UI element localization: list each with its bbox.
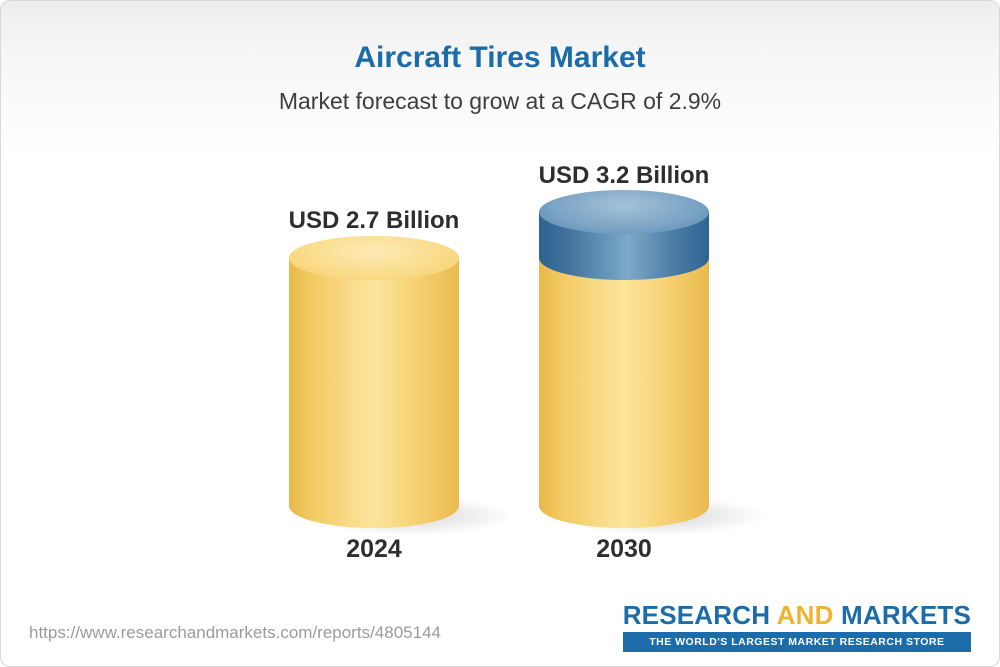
bar-2030-top-face bbox=[539, 190, 709, 234]
logo-tagline: THE WORLD'S LARGEST MARKET RESEARCH STOR… bbox=[622, 632, 971, 652]
logo-and-text: AND bbox=[776, 600, 834, 630]
report-url: https://www.researchandmarkets.com/repor… bbox=[29, 623, 441, 642]
researchandmarkets-logo: RESEARCH AND MARKETS THE WORLD'S LARGEST… bbox=[622, 602, 971, 652]
page-title: Aircraft Tires Market bbox=[354, 41, 646, 74]
logo-markets-text: MARKETS bbox=[841, 600, 971, 630]
category-label-2030: 2030 bbox=[596, 535, 652, 563]
category-label-2024: 2024 bbox=[346, 535, 402, 563]
bar-2024-base-segment bbox=[289, 236, 459, 528]
value-label-2030: USD 3.2 Billion bbox=[538, 162, 710, 189]
page-subtitle: Market forecast to grow at a CAGR of 2.9… bbox=[278, 88, 722, 114]
bar-2030-base-segment bbox=[539, 258, 709, 528]
bar-2024-top-face bbox=[289, 236, 459, 280]
value-label-2024: USD 2.7 Billion bbox=[288, 207, 460, 234]
logo-wordmark: RESEARCH AND MARKETS bbox=[623, 602, 971, 628]
logo-research-text: RESEARCH bbox=[622, 600, 771, 630]
